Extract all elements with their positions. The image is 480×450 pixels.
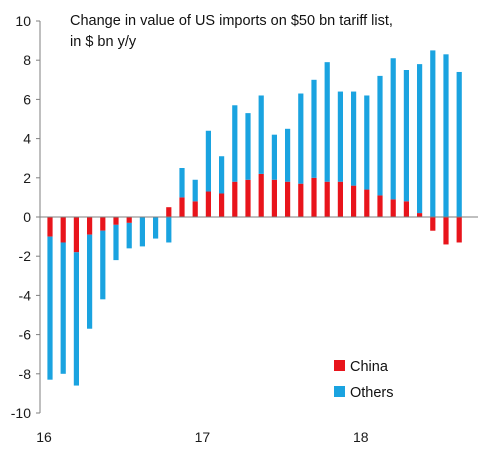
bar-others-2	[73, 252, 79, 386]
y-tick-label--6: -6	[19, 327, 32, 343]
bar-others-0	[47, 236, 53, 380]
bar-others-28	[417, 64, 423, 214]
bar-china-16	[258, 173, 264, 217]
bar-china-23	[351, 185, 357, 217]
x-tick-label-18: 18	[353, 429, 369, 445]
bar-others-19	[298, 93, 304, 184]
axes-layer: 10 8 6 4 2 0 -2 -4 -6 -8 -10 16 17 18	[11, 13, 478, 445]
bar-others-3	[87, 234, 93, 329]
bar-china-10	[179, 197, 185, 217]
bar-china-17	[271, 179, 277, 217]
bar-china-19	[298, 183, 304, 217]
bar-china-6	[126, 217, 132, 223]
bar-others-4	[100, 230, 106, 300]
legend-swatch-others	[334, 386, 345, 397]
bar-others-23	[351, 91, 357, 186]
bar-others-6	[126, 222, 132, 249]
y-tick-label--10: -10	[11, 405, 31, 421]
bar-china-18	[285, 181, 291, 217]
bar-others-20	[311, 79, 317, 178]
bar-china-4	[100, 217, 106, 231]
bar-others-5	[113, 224, 119, 261]
y-tick-label--8: -8	[19, 366, 32, 382]
bar-china-28	[417, 213, 423, 217]
bar-others-17	[271, 134, 277, 180]
bar-others-15	[245, 113, 251, 180]
legend-swatch-china	[334, 360, 345, 371]
bar-china-11	[192, 201, 198, 217]
x-tick-label-17: 17	[195, 429, 211, 445]
chart-title-line-2: in $ bn y/y	[70, 34, 137, 50]
y-tick-label-2: 2	[23, 170, 31, 186]
legend-label-others: Others	[350, 385, 394, 401]
bar-china-12	[205, 191, 211, 217]
bar-others-7	[139, 217, 145, 247]
bar-others-1	[60, 242, 66, 374]
legend-label-china: China	[350, 359, 389, 375]
y-tick-label-0: 0	[23, 209, 31, 225]
bar-china-1	[60, 217, 66, 243]
bar-others-22	[337, 91, 343, 182]
bar-china-22	[337, 181, 343, 217]
y-tick-label-4: 4	[23, 131, 31, 147]
y-tick-label--2: -2	[19, 248, 32, 264]
bar-others-8	[153, 217, 159, 239]
bar-china-2	[73, 217, 79, 253]
y-tick-label-8: 8	[23, 52, 31, 68]
y-tick-label-6: 6	[23, 91, 31, 107]
chart-title-line-1: Change in value of US imports on $50 bn …	[70, 13, 393, 29]
bar-others-10	[179, 168, 185, 198]
bar-others-30	[443, 54, 449, 217]
legend: China Others	[334, 359, 394, 401]
bars-layer	[47, 50, 462, 386]
bar-others-24	[364, 95, 370, 190]
bar-others-16	[258, 95, 264, 174]
bar-china-30	[443, 217, 449, 245]
y-tick-label-10: 10	[15, 13, 31, 29]
bar-china-0	[47, 217, 53, 237]
bar-others-25	[377, 75, 383, 196]
bar-china-9	[166, 207, 172, 217]
bar-china-24	[364, 189, 370, 217]
bar-china-20	[311, 177, 317, 217]
x-tick-label-16: 16	[36, 429, 52, 445]
bar-others-9	[166, 217, 172, 243]
bar-china-21	[324, 181, 330, 217]
bar-others-31	[456, 71, 462, 218]
bar-china-25	[377, 195, 383, 217]
bar-others-13	[219, 156, 225, 194]
bar-china-31	[456, 217, 462, 243]
bar-china-5	[113, 217, 119, 225]
bar-china-14	[232, 181, 238, 217]
bar-others-12	[205, 130, 211, 192]
bar-others-18	[285, 128, 291, 182]
bar-china-13	[219, 193, 225, 217]
bar-others-26	[390, 58, 396, 200]
bar-china-15	[245, 179, 251, 217]
y-tick-label--4: -4	[19, 287, 32, 303]
bar-china-3	[87, 217, 93, 235]
bar-others-27	[403, 70, 409, 202]
bar-others-21	[324, 62, 330, 182]
bar-china-29	[430, 217, 436, 231]
bar-china-26	[390, 199, 396, 217]
bar-others-11	[192, 179, 198, 202]
bar-china-27	[403, 201, 409, 217]
bar-others-29	[430, 50, 436, 218]
bar-others-14	[232, 105, 238, 182]
